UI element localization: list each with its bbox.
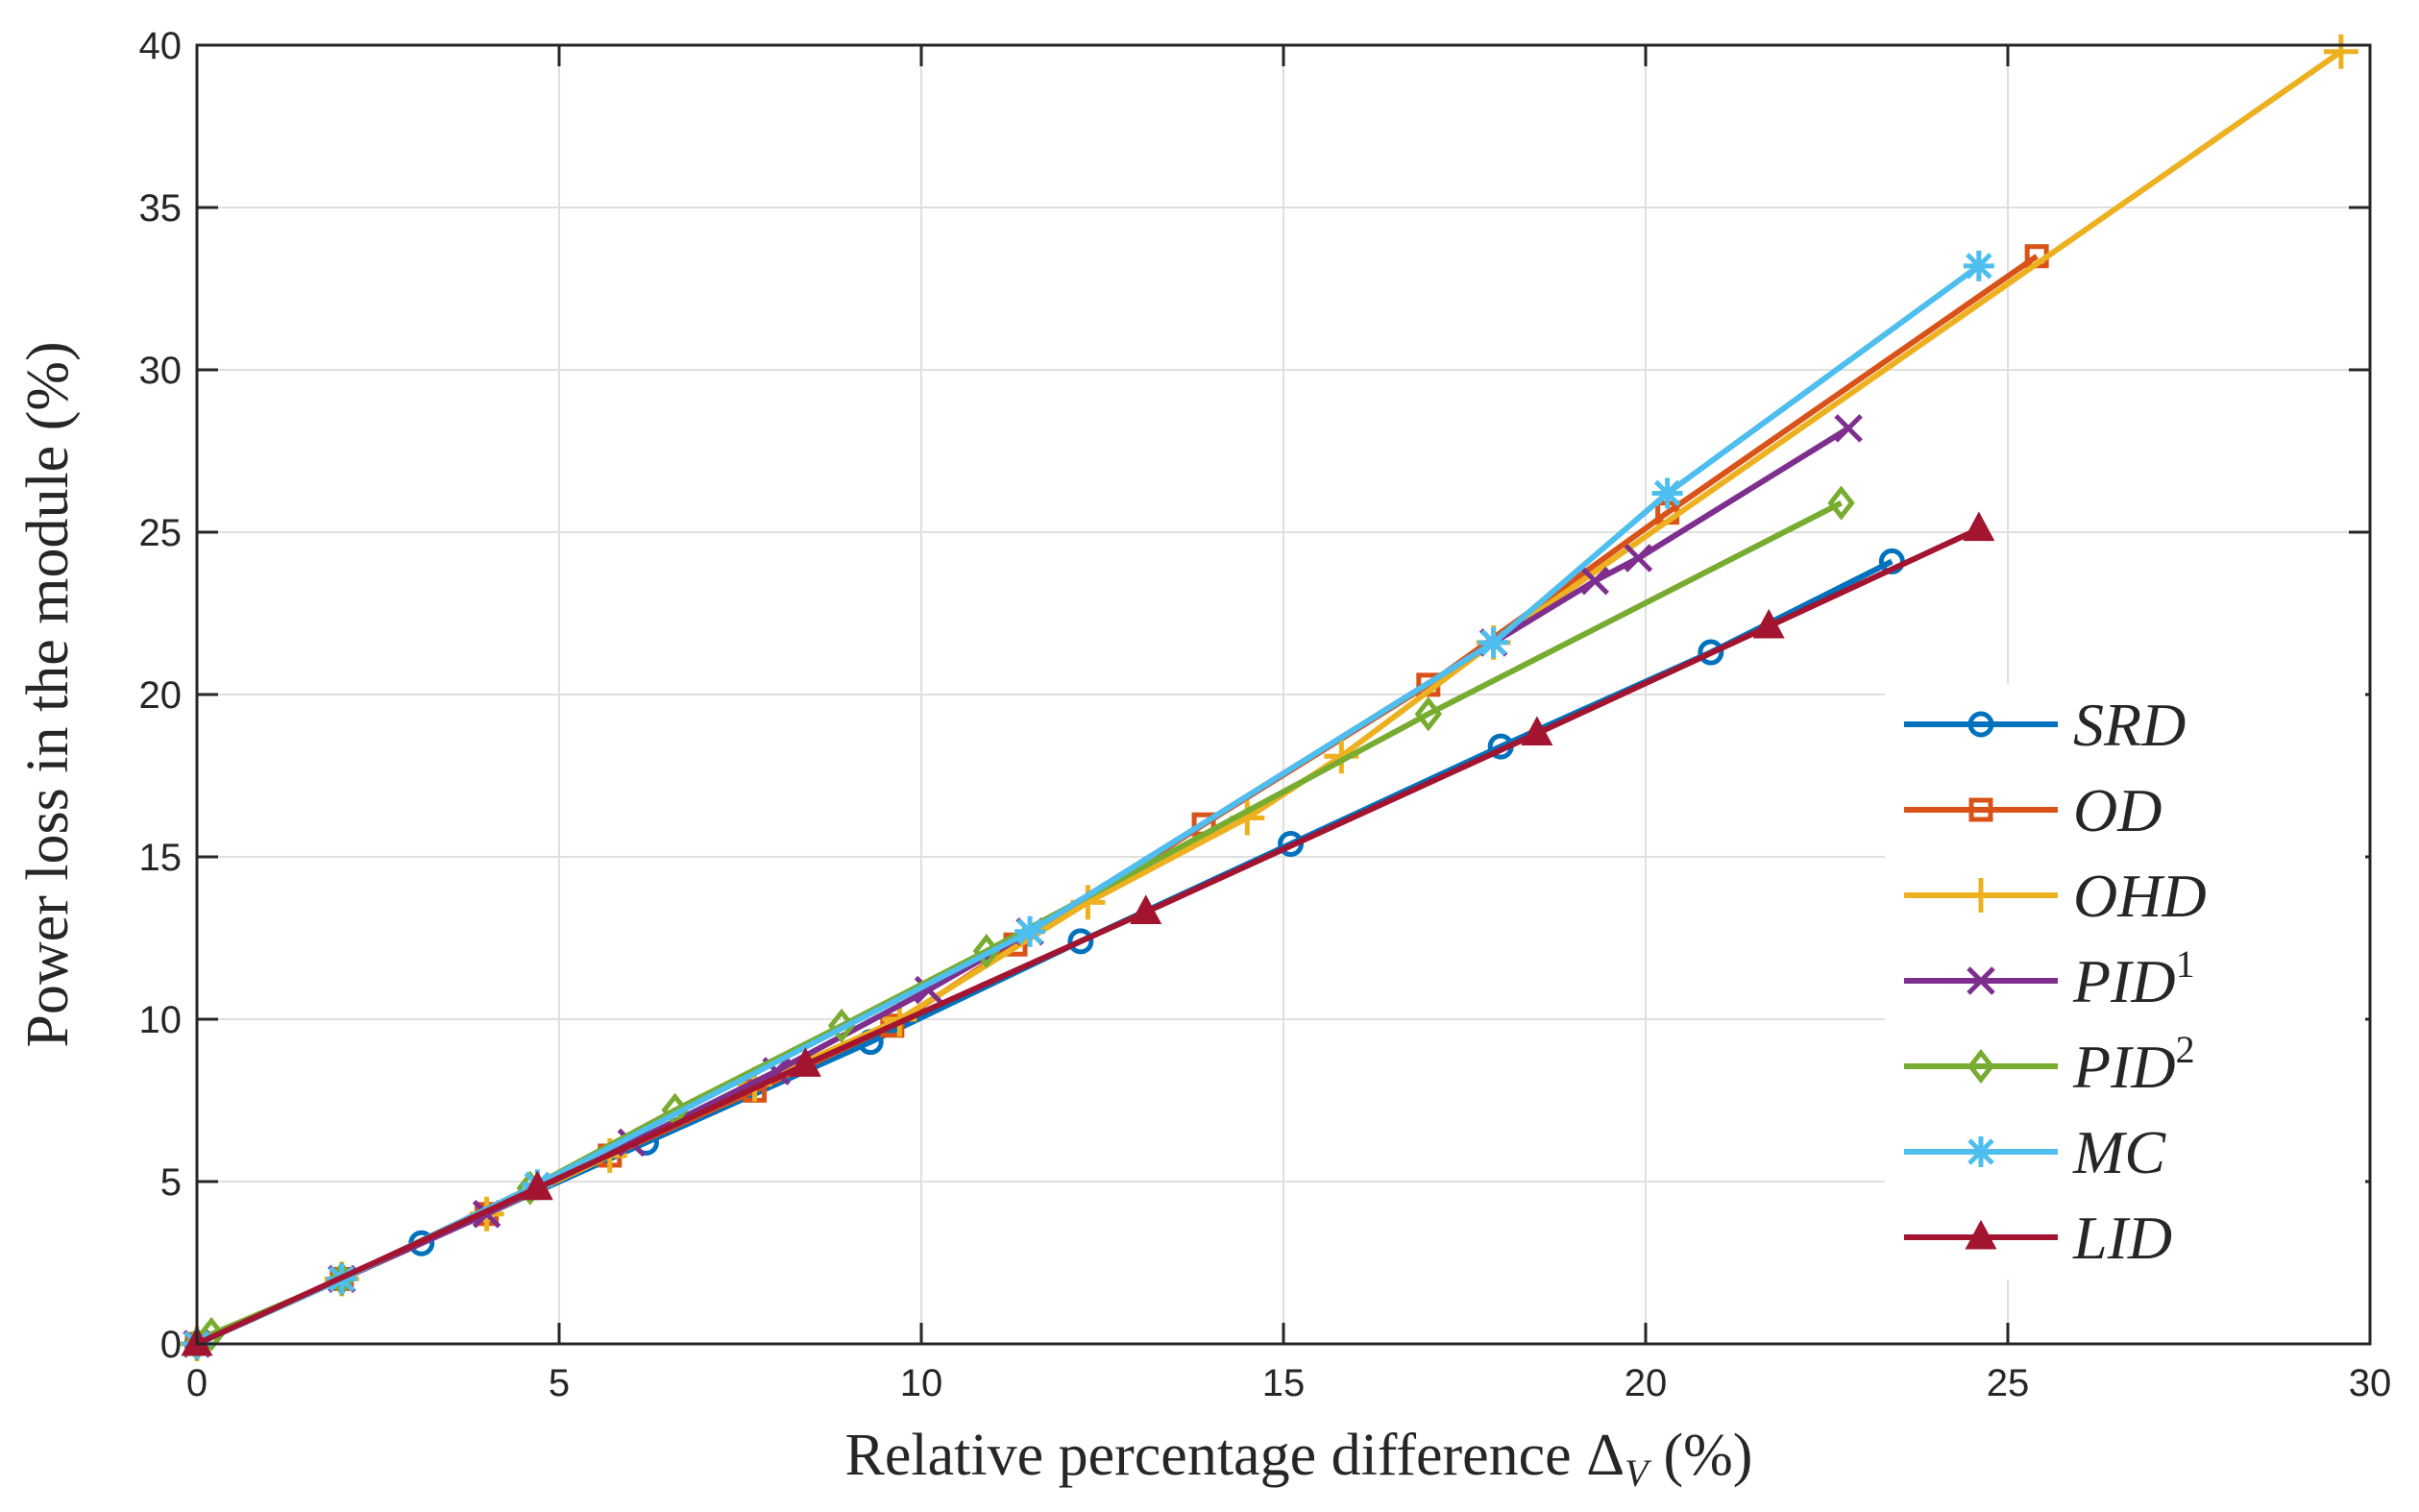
series-group [180,34,2358,1362]
legend-entry: PID2 [1904,1028,2195,1101]
data-point [2323,34,2358,69]
legend-marker [1967,1048,1995,1085]
legend-label: SRD [2073,691,2186,759]
legend-label: OHD [2073,862,2207,930]
data-point [521,1170,553,1201]
data-point [1014,915,1046,947]
legend-marker [1965,1219,1997,1250]
x-tick-label: 25 [1987,1362,2030,1404]
y-tick-label: 35 [139,187,183,230]
ticks: 0 5 10 15 20 25 30 0 5 10 15 20 25 30 35 40 [139,25,2392,1404]
x-axis-label: Relative percentage difference ΔV (%) [845,1423,1753,1495]
series-lid [181,511,1995,1356]
legend-marker [1964,878,1998,913]
y-tick-label: 40 [139,25,183,67]
data-point [1963,511,1995,542]
data-point [1580,566,1609,596]
data-point [1752,608,1785,639]
y-tick-label: 0 [160,1324,182,1366]
data-point [789,1047,821,1077]
legend-marker [1967,711,1994,738]
x-axis-label-symbol: Δ [1586,1423,1625,1488]
data-point [1651,477,1683,509]
legend-marker [1968,797,1993,822]
data-point [1827,485,1855,521]
data-point [1963,250,1994,281]
y-axis-label: Power loss in the module (%) [15,341,81,1047]
data-point [1834,414,1863,443]
x-tick-label: 5 [549,1362,570,1404]
legend-marker [1966,1136,1996,1167]
x-tick-label: 20 [1625,1362,1668,1404]
legend-entry: LID [1904,1204,2172,1272]
y-tick-label: 5 [160,1161,182,1204]
legend-entry: MC [1904,1118,2166,1186]
legend-entry: OHD [1904,862,2207,930]
data-point [1414,696,1442,732]
legend-entry: SRD [1904,691,2186,759]
legend-label: LID [2072,1204,2172,1272]
y-tick-label: 30 [139,350,183,392]
x-axis-label-text: Relative percentage difference [845,1423,1572,1488]
legend-entry: OD [1904,776,2162,844]
x-tick-label: 15 [1262,1362,1306,1404]
x-axis-label-subscript: V [1625,1451,1652,1495]
x-tick-label: 0 [186,1362,208,1404]
data-point [827,1008,856,1043]
y-tick-label: 10 [139,999,183,1041]
legend-entry: PID1 [1904,942,2195,1015]
data-point [1698,639,1724,666]
legend-label: MC [2072,1118,2166,1186]
legend: SRD OD OHD PID1 PID2 MC LID [1885,684,2365,1280]
legend-label: PID1 [2072,942,2195,1015]
data-point [1067,928,1094,955]
legend-label: PID2 [2072,1028,2195,1101]
x-axis-label-unit: (%) [1664,1423,1753,1488]
y-tick-label: 20 [139,674,183,717]
x-tick-label: 10 [900,1362,943,1404]
data-point [1624,544,1653,573]
data-point [1130,894,1162,924]
axis-labels: Relative percentage difference ΔV (%) Pow… [15,341,1752,1495]
data-point [1521,716,1553,746]
data-point [1478,626,1509,658]
legend-label: OD [2073,776,2162,844]
y-tick-label: 15 [139,837,183,879]
data-point [197,1316,226,1352]
data-point [972,933,1001,969]
y-tick-label: 25 [139,512,183,554]
legend-marker [1967,966,1995,995]
x-tick-label: 30 [2349,1362,2392,1404]
